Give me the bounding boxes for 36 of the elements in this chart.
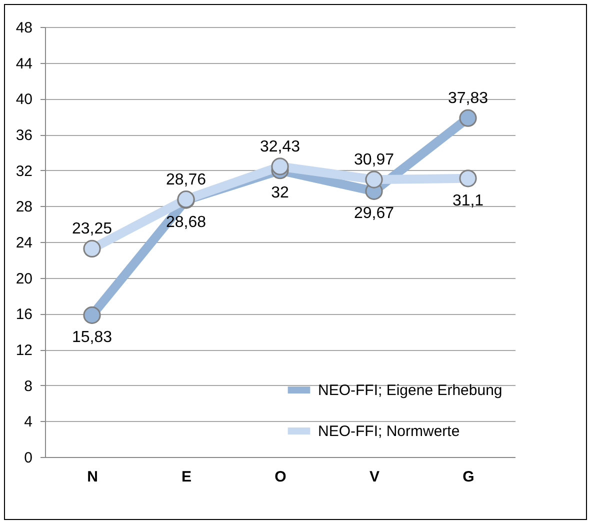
point [83,240,101,258]
data-label: 32,43 [260,138,300,156]
y-tick-label: 24 [16,234,32,252]
x-tick-label: O [274,468,287,486]
x-tick-label: V [369,468,380,486]
data-label: 31,1 [452,192,484,210]
point [271,158,289,176]
point [459,109,477,127]
point [459,170,477,188]
y-tick-label: 8 [24,378,32,395]
y-tick-label: 28 [16,198,32,216]
data-label: 29,67 [354,205,394,222]
y-tick-label: 4 [24,414,32,431]
data-label: 15,83 [72,329,112,346]
legend-label: NEO-FFI; Normwerte [318,423,460,440]
data-label: 28,76 [166,171,206,188]
data-label: 32 [271,184,289,202]
data-label: 28,68 [166,214,206,232]
point [365,170,383,188]
data-label: 30,97 [354,152,394,169]
y-tick-label: 0 [24,450,32,466]
data-label: 37,83 [448,90,488,108]
legend-label: NEO-FFI; Eigene Erhebung [318,382,502,399]
data-label: 23,25 [72,220,112,238]
y-tick-label: 32 [16,162,32,180]
x-tick-label: E [181,468,192,486]
y-tick-label: 44 [16,55,32,72]
y-tick-label: 40 [16,91,32,108]
y-tick-label: 48 [16,20,32,36]
y-tick-label: 16 [16,306,32,324]
y-tick-label: 36 [16,127,32,144]
y-tick-label: 20 [16,270,32,288]
x-tick-label: N [87,468,98,486]
point [83,306,101,324]
x-tick-label: G [462,468,474,486]
y-tick-label: 12 [16,342,32,359]
